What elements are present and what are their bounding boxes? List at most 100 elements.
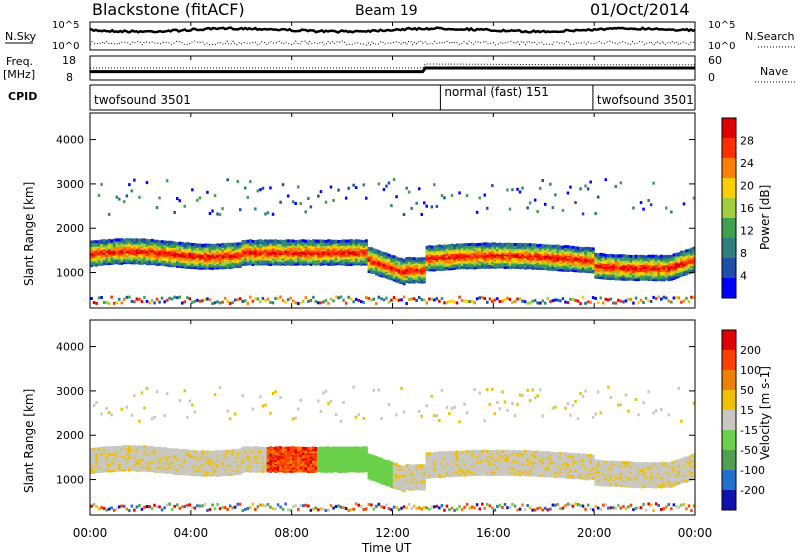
power-cell: [473, 262, 477, 266]
power-cell: [400, 279, 404, 283]
power-cell: [254, 207, 257, 211]
power-cell: [667, 272, 671, 276]
power-cell: [133, 243, 136, 247]
power-cell: [261, 247, 265, 250]
velocity-cell: [168, 453, 172, 457]
power-cell: [286, 260, 290, 264]
velocity-cell: [183, 460, 187, 464]
power-cell: [493, 257, 497, 261]
power-cell: [239, 251, 242, 255]
power-cell: [332, 252, 336, 256]
power-cell: [412, 267, 416, 271]
power-cell: [163, 300, 166, 304]
power-cell: [281, 245, 285, 249]
power-cell: [594, 272, 598, 276]
power-cell: [475, 210, 479, 214]
power-cell: [143, 244, 146, 248]
power-cell: [501, 265, 504, 269]
power-cell: [533, 250, 537, 254]
velocity-cell: [249, 506, 252, 510]
power-cell: [390, 298, 393, 302]
power-cell: [612, 301, 615, 305]
power-cell: [634, 259, 638, 263]
velocity-cell: [271, 467, 275, 471]
velocity-cell: [133, 450, 136, 454]
power-cell: [629, 272, 633, 276]
power-cell: [244, 250, 247, 254]
power-cell: [644, 274, 648, 278]
power-cell: [478, 196, 481, 200]
power-cell: [327, 241, 330, 245]
power-cell: [360, 252, 363, 256]
power-cell: [155, 246, 159, 250]
power-cell: [521, 255, 525, 259]
velocity-cell: [123, 466, 126, 470]
power-cell: [561, 261, 565, 265]
velocity-cell: [181, 450, 184, 454]
power-cell: [629, 257, 633, 261]
power-cell: [206, 249, 209, 252]
power-cell: [118, 261, 121, 265]
power-cell: [206, 255, 209, 259]
velocity-cell: [191, 457, 194, 461]
velocity-cell: [105, 454, 109, 458]
power-cell: [556, 246, 560, 250]
power-cell: [423, 268, 426, 272]
power-cell: [445, 244, 449, 248]
velocity-cell: [178, 452, 182, 456]
velocity-cell: [183, 470, 187, 474]
sky-noise-line: [89, 26, 696, 34]
power-cell: [617, 273, 620, 277]
velocity-cell: [90, 465, 94, 469]
power-cell: [521, 264, 525, 268]
power-cell: [231, 301, 234, 305]
velocity-cell: [264, 464, 267, 468]
velocity-cell: [90, 463, 94, 467]
power-cell: [475, 255, 479, 259]
velocity-cell: [231, 465, 235, 469]
velocity-cell: [203, 503, 207, 506]
velocity-cell: [102, 455, 106, 459]
power-cell: [624, 261, 628, 265]
power-cell: [380, 259, 383, 263]
velocity-cell: [213, 507, 217, 511]
power-cell: [92, 251, 96, 255]
power-cell: [657, 264, 661, 268]
colorbar-tick-label: 20: [740, 180, 754, 193]
power-cell: [591, 268, 595, 272]
power-cell: [513, 243, 517, 246]
power-cell: [170, 245, 174, 249]
power-cell: [203, 252, 207, 256]
power-cell: [440, 251, 444, 255]
power-cell: [440, 257, 444, 261]
velocity-cell: [155, 461, 159, 464]
power-cell: [544, 244, 547, 248]
colorbar-swatch: [722, 258, 736, 279]
power-cell: [654, 260, 658, 264]
power-cell: [448, 253, 451, 257]
power-cell: [160, 245, 164, 249]
power-cell: [138, 259, 141, 263]
power-cell: [478, 252, 482, 256]
power-cell: [556, 251, 560, 255]
velocity-cell: [259, 503, 262, 507]
power-cell: [516, 243, 520, 247]
power-cell: [284, 261, 288, 265]
power-cell: [334, 253, 338, 257]
velocity-cell: [123, 455, 126, 459]
power-cell: [410, 270, 414, 274]
velocity-cell: [118, 445, 121, 449]
power-cell: [677, 259, 681, 263]
power-cell: [672, 255, 676, 258]
power-cell: [382, 252, 386, 256]
power-cell: [360, 260, 363, 264]
power-cell: [274, 241, 278, 245]
power-cell: [402, 268, 406, 272]
power-cell: [291, 248, 295, 252]
velocity-cell: [168, 469, 172, 473]
power-cell: [233, 254, 237, 258]
velocity-cell: [120, 449, 124, 452]
power-cell: [607, 298, 610, 302]
power-cell: [526, 249, 530, 253]
